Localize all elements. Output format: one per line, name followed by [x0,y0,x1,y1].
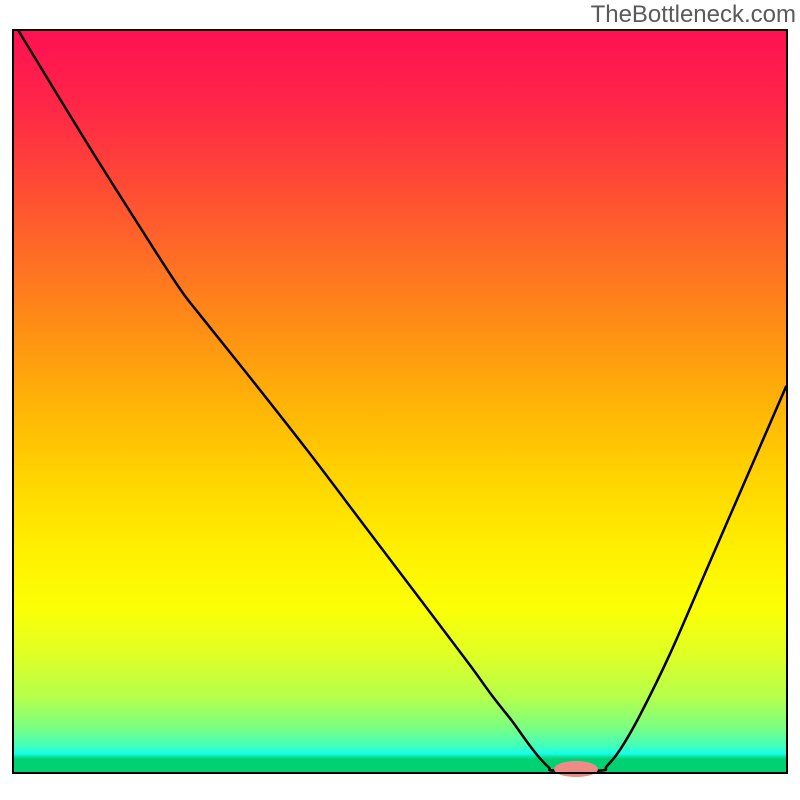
chart-background [14,31,786,772]
optimal-zone-marker [554,761,598,777]
watermark-text: TheBottleneck.com [591,1,796,28]
bottleneck-chart: TheBottleneck.com [0,0,800,800]
